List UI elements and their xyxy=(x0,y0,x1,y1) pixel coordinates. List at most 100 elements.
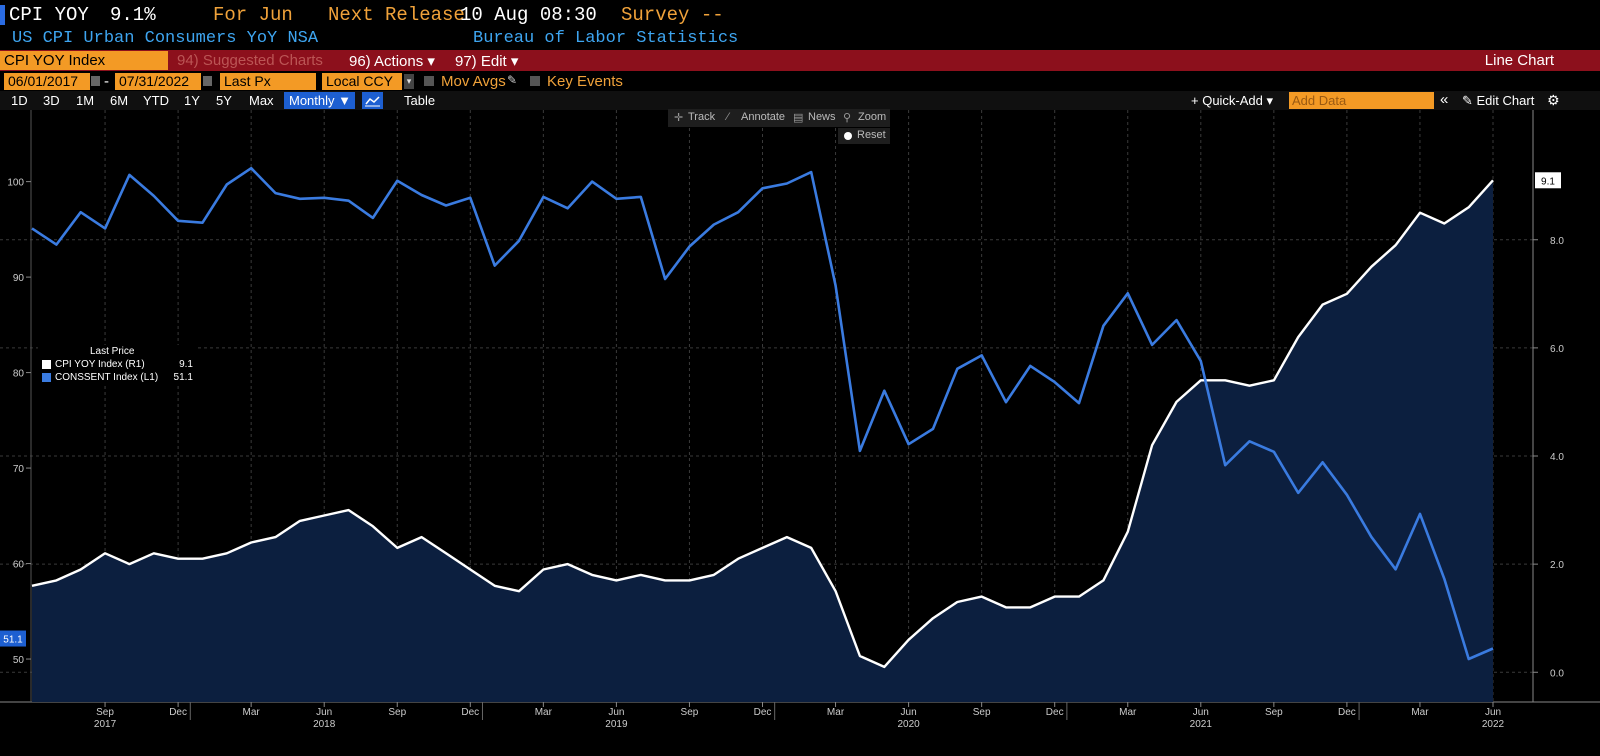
legend-name: CPI YOY Index (R1) xyxy=(54,359,146,370)
range-button[interactable]: YTD xyxy=(143,93,169,108)
zoom-button[interactable]: Zoom xyxy=(858,111,887,123)
right-axis: 0.0 2.0 4.0 6.0 8.0 xyxy=(1533,236,1564,679)
menu-bar: CPI YOY Index 94) Suggested Charts 96) A… xyxy=(0,50,1600,71)
x-year-label: 2018 xyxy=(313,719,336,730)
cpi-yoy-area xyxy=(32,180,1493,703)
left-tick-label: 70 xyxy=(13,464,25,475)
currency-select[interactable]: Local CCY xyxy=(322,73,402,90)
mov-avgs-checkbox[interactable] xyxy=(424,76,434,86)
range-button[interactable]: 1Y xyxy=(184,93,200,108)
x-tick-label: Dec xyxy=(461,707,479,718)
conssent-line[interactable] xyxy=(31,166,1494,661)
last-value-tags: 9.1 51.1 xyxy=(0,172,1561,647)
pencil-icon[interactable]: ✎ xyxy=(507,73,518,87)
x-tick-label: Mar xyxy=(535,707,553,718)
key-events-checkbox[interactable] xyxy=(530,76,540,86)
x-tick-label: Sep xyxy=(388,707,406,718)
suggested-charts-button[interactable]: 94) Suggested Charts xyxy=(177,52,323,69)
range-button[interactable]: Max xyxy=(249,93,274,108)
survey-value: Survey -- xyxy=(621,4,724,26)
legend-item[interactable]: CONSSENT Index (L1) 51.1 xyxy=(40,372,195,384)
left-axis: 50 60 70 80 90 100 xyxy=(7,178,31,666)
legend: Last Price CPI YOY Index (R1) 9.1 CONSSE… xyxy=(38,345,195,385)
x-tick-label: Jun xyxy=(901,707,917,718)
legend-swatch xyxy=(42,373,51,382)
actions-menu[interactable]: 96) Actions ▾ xyxy=(349,53,435,70)
legend-item[interactable]: CPI YOY Index (R1) 9.1 xyxy=(40,359,195,371)
search-icon[interactable]: ⚲ xyxy=(843,112,852,124)
cpi-last-tag-box xyxy=(1535,172,1561,189)
data-source: Bureau of Labor Statistics xyxy=(473,29,739,48)
x-tick-label: Dec xyxy=(169,707,187,718)
range-button[interactable]: 3D xyxy=(43,93,60,108)
left-tick-label: 60 xyxy=(13,560,25,571)
chart-type-label: Line Chart xyxy=(1484,52,1554,69)
start-date-input[interactable]: 06/01/2017 xyxy=(4,73,90,90)
line-chart-icon-glyph xyxy=(365,96,380,107)
edit-chart-button[interactable]: ✎ Edit Chart xyxy=(1462,93,1535,108)
parameters-row: 06/01/2017 - 07/31/2022 Last Px Local CC… xyxy=(0,72,1600,91)
calendar-icon[interactable] xyxy=(203,76,212,86)
range-button[interactable]: 5Y xyxy=(216,93,232,108)
frequency-select[interactable]: Monthly ▼ xyxy=(284,92,355,109)
range-button[interactable]: 1M xyxy=(76,93,95,108)
quick-add-button[interactable]: + Quick-Add ▾ xyxy=(1191,93,1274,108)
x-tick-label: Jun xyxy=(1485,707,1501,718)
collapse-icon[interactable]: « xyxy=(1440,91,1449,108)
date-separator: - xyxy=(104,73,109,90)
gear-icon[interactable]: ⚙ xyxy=(1547,92,1560,108)
x-tick-label: Dec xyxy=(1046,707,1064,718)
news-icon[interactable]: ▤ xyxy=(793,112,804,124)
x-tick-label: Sep xyxy=(681,707,699,718)
release-period: For Jun xyxy=(213,4,293,26)
field-select[interactable]: Last Px xyxy=(220,73,316,90)
x-tick-label: Dec xyxy=(1338,707,1356,718)
left-tick-label: 90 xyxy=(13,273,25,284)
calendar-icon[interactable] xyxy=(91,76,100,86)
x-tick-label: Sep xyxy=(96,707,114,718)
left-tick-label: 80 xyxy=(13,369,25,380)
x-tick-label: Jun xyxy=(1193,707,1209,718)
cpi-last-tag: 9.1 xyxy=(1541,176,1555,187)
legend-title: Last Price xyxy=(90,346,135,357)
reset-button[interactable]: Reset xyxy=(838,128,890,144)
add-data-input[interactable]: Add Data xyxy=(1289,92,1434,109)
cpi-yoy-line[interactable] xyxy=(31,179,1494,669)
mov-avgs-label[interactable]: Mov Avgs xyxy=(441,73,506,90)
range-button[interactable]: 6M xyxy=(110,93,129,108)
range-toolbar: 1D 3D 1M 6M YTD 1Y 5Y Max Monthly ▼ Tabl… xyxy=(0,91,1600,110)
crosshair-icon[interactable]: ✛ xyxy=(674,112,684,124)
left-tick-label: 100 xyxy=(7,178,24,189)
legend-value: 9.1 xyxy=(179,359,193,370)
reset-label: Reset xyxy=(857,129,886,141)
range-button[interactable]: 1D xyxy=(11,93,28,108)
x-tick-label: Sep xyxy=(973,707,991,718)
right-tick-label: 4.0 xyxy=(1550,452,1564,463)
x-year-label: 2022 xyxy=(1482,719,1505,730)
line-chart-icon[interactable] xyxy=(362,92,383,109)
x-tick-label: Jun xyxy=(316,707,332,718)
key-events-label[interactable]: Key Events xyxy=(547,73,623,90)
edit-menu[interactable]: 97) Edit ▾ xyxy=(455,53,519,70)
conssent-last-tag: 51.1 xyxy=(3,635,23,646)
x-tick-label: Mar xyxy=(827,707,845,718)
right-tick-label: 2.0 xyxy=(1550,560,1564,571)
legend-name: CONSSENT Index (L1) xyxy=(54,372,160,383)
ticker: CPI YOY xyxy=(9,4,89,26)
table-button[interactable]: Table xyxy=(404,93,436,108)
chart-toolbar: ✛ Track ⁄ Annotate ▤ News ⚲ Zoom xyxy=(668,109,890,127)
x-tick-label: Jun xyxy=(608,707,624,718)
end-date-input[interactable]: 07/31/2022 xyxy=(115,73,201,90)
news-button[interactable]: News xyxy=(808,111,836,123)
next-release-value: 10 Aug 08:30 xyxy=(460,4,597,26)
chevron-down-icon[interactable]: ▾ xyxy=(404,74,414,89)
last-value: 9.1% xyxy=(110,4,156,26)
track-button[interactable]: Track xyxy=(688,111,716,123)
security-input[interactable]: CPI YOY Index xyxy=(0,51,168,70)
conssent-last-tag-box xyxy=(0,630,26,647)
annotate-button[interactable]: Annotate xyxy=(741,111,786,123)
x-year-label: 2019 xyxy=(605,719,628,730)
pencil-icon[interactable]: ⁄ xyxy=(727,111,729,123)
